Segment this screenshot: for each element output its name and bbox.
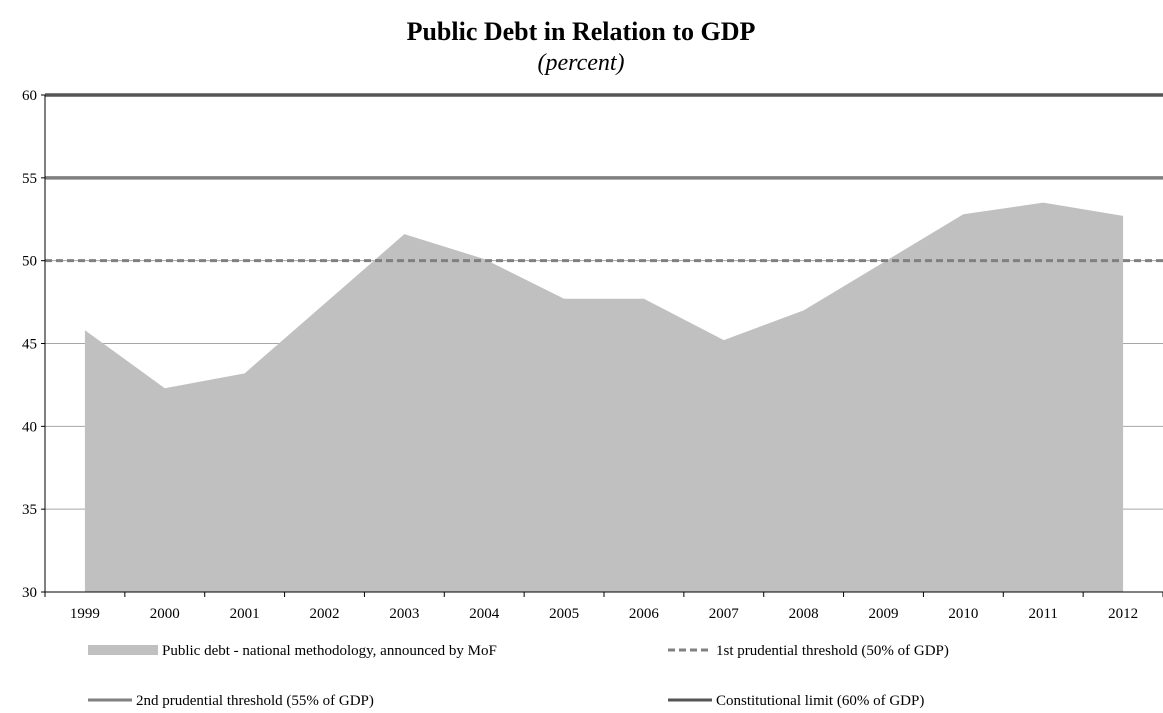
- x-tick-label: 2010: [948, 606, 978, 622]
- x-tick-label: 2007: [709, 606, 740, 622]
- y-tick-label: 60: [22, 88, 37, 104]
- x-tick-label: 1999: [70, 606, 100, 622]
- y-tick-label: 45: [22, 337, 37, 353]
- y-tick-label: 50: [22, 254, 37, 270]
- legend-label: Public debt - national methodology, anno…: [162, 643, 497, 659]
- legend-swatch-area: [88, 645, 158, 655]
- legend-label: 1st prudential threshold (50% of GDP): [716, 643, 949, 659]
- series-area-public-debt: [84, 202, 1124, 592]
- x-tick-label: 2006: [629, 606, 660, 622]
- y-tick-label: 55: [22, 171, 37, 187]
- axis-layer: 30 35 40 45 50 55 60 1999 2000 2001 2002 2003 2004 20…: [22, 88, 1163, 622]
- x-tick-label: 2001: [230, 606, 260, 622]
- legend-layer: Public debt - national methodology, anno…: [88, 643, 949, 709]
- x-tick-label: 2003: [389, 606, 419, 622]
- y-tick-label: 35: [22, 502, 37, 518]
- x-tick-label: 2000: [150, 606, 180, 622]
- x-tick-label: 2008: [789, 606, 819, 622]
- chart-title: Public Debt in Relation to GDP: [407, 17, 756, 46]
- chart-subtitle: (percent): [537, 50, 624, 76]
- legend-label: Constitutional limit (60% of GDP): [716, 693, 924, 709]
- legend-item: 2nd prudential threshold (55% of GDP): [88, 693, 374, 709]
- x-tick-label: 2012: [1108, 606, 1138, 622]
- legend-item: Constitutional limit (60% of GDP): [668, 693, 924, 709]
- y-tick-label: 40: [22, 419, 37, 435]
- legend-item: 1st prudential threshold (50% of GDP): [668, 643, 949, 659]
- x-tick-label: 2005: [549, 606, 579, 622]
- x-tick-label: 2002: [310, 606, 340, 622]
- x-tick-label: 2009: [869, 606, 899, 622]
- legend-item: Public debt - national methodology, anno…: [88, 643, 497, 659]
- legend-label: 2nd prudential threshold (55% of GDP): [136, 693, 374, 709]
- x-tick-label: 2004: [469, 606, 500, 622]
- x-tick-label: 2011: [1028, 606, 1057, 622]
- line-layer: [45, 93, 1163, 263]
- area-layer: [84, 202, 1124, 592]
- y-tick-label: 30: [22, 585, 37, 601]
